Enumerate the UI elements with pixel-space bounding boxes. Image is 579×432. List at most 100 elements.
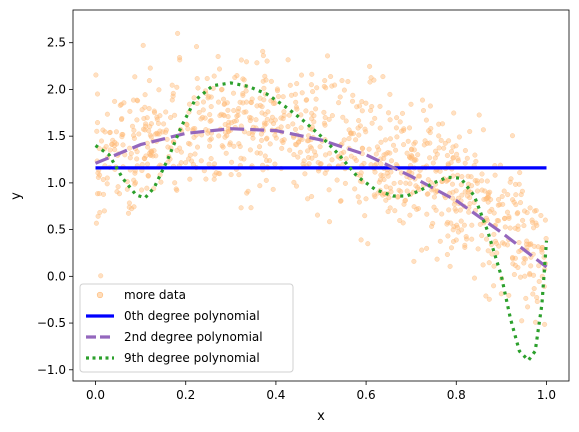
scatter-point (424, 245, 430, 251)
scatter-point (125, 210, 132, 216)
scatter-point (124, 186, 130, 192)
scatter-point (512, 225, 518, 231)
scatter-point (264, 157, 270, 164)
scatter-point (356, 118, 362, 124)
scatter-point (227, 140, 233, 146)
scatter-point (356, 199, 362, 205)
scatter-point (225, 107, 231, 113)
scatter-point (520, 217, 526, 223)
scatter-point (516, 249, 522, 255)
scatter-point (504, 242, 511, 248)
scatter-point (368, 107, 374, 114)
scatter-point (113, 129, 119, 135)
scatter-point (285, 123, 291, 130)
scatter-point (321, 109, 327, 115)
scatter-point (407, 212, 413, 218)
scatter-point (187, 176, 193, 182)
scatter-point (360, 145, 366, 152)
scatter-point (377, 125, 383, 131)
scatter-point (430, 160, 436, 166)
scatter-point (416, 173, 423, 179)
scatter-point (324, 53, 331, 59)
scatter-point (314, 85, 320, 91)
scatter-point (115, 184, 121, 190)
y-axis-label: y (9, 192, 24, 200)
scatter-point (436, 121, 442, 127)
scatter-point (393, 125, 399, 131)
scatter-point (287, 82, 293, 88)
scatter-point (225, 114, 231, 120)
scatter-point (187, 152, 193, 158)
scatter-point (501, 188, 507, 194)
scatter-point (297, 149, 303, 155)
scatter-point (192, 125, 198, 132)
scatter-point (369, 103, 375, 110)
scatter-point (447, 263, 453, 269)
scatter-point (274, 86, 280, 92)
scatter-point (172, 180, 178, 186)
scatter-point (292, 91, 298, 97)
scatter-point (400, 220, 406, 226)
scatter-point (248, 205, 254, 211)
scatter-point (497, 202, 503, 208)
scatter-point (339, 78, 345, 84)
scatter-point (257, 150, 263, 156)
scatter-point (270, 186, 276, 192)
scatter-point (293, 104, 299, 110)
scatter-point (517, 274, 524, 280)
scatter-point (126, 200, 132, 206)
scatter-point (378, 161, 384, 167)
scatter-point (448, 220, 454, 226)
scatter-point (357, 103, 363, 109)
scatter-point (134, 156, 140, 162)
scatter-point (139, 187, 145, 193)
scatter-point (186, 101, 193, 107)
scatter-point (259, 137, 265, 143)
scatter-point (341, 149, 347, 155)
scatter-point (294, 106, 300, 112)
scatter-point (198, 116, 204, 122)
scatter-point (340, 114, 346, 120)
scatter-point (131, 177, 137, 183)
scatter-point (532, 208, 538, 214)
scatter-point (336, 100, 342, 106)
scatter-point (136, 131, 142, 137)
scatter-point (142, 104, 148, 110)
scatter-point (156, 87, 162, 93)
scatter-point (532, 319, 539, 325)
scatter-point (295, 154, 301, 160)
scatter-point (519, 188, 525, 194)
scatter-point (350, 130, 357, 136)
scatter-point (198, 158, 204, 164)
scatter-point (494, 217, 500, 224)
scatter-point (293, 142, 300, 148)
scatter-point (536, 263, 542, 269)
scatter-point (372, 169, 378, 175)
scatter-point (195, 85, 201, 91)
scatter-point (448, 245, 455, 251)
scatter-point (424, 191, 430, 197)
scatter-point (233, 118, 239, 124)
scatter-point (517, 200, 524, 206)
scatter-point (363, 196, 369, 202)
scatter-point (346, 136, 352, 142)
scatter-point (539, 249, 545, 255)
scatter-point (377, 103, 383, 109)
scatter-point (394, 115, 400, 121)
scatter-point (372, 194, 378, 200)
scatter-point (280, 139, 286, 146)
scatter-point (382, 137, 389, 143)
scatter-point (305, 154, 312, 161)
x-axis: 0.0 0.2 0.4 0.6 0.8 1.0 (86, 381, 556, 402)
scatter-point (146, 105, 152, 112)
scatter-point (291, 152, 297, 158)
scatter-point (542, 217, 548, 223)
scatter-point (304, 138, 310, 144)
scatter-point (452, 206, 458, 212)
scatter-point (144, 161, 151, 167)
scatter-point (305, 148, 311, 154)
scatter-point (220, 96, 227, 102)
scatter-point (510, 197, 516, 203)
legend-label: 2nd degree polynomial (124, 330, 263, 344)
x-tick-label: 0.6 (357, 388, 376, 402)
